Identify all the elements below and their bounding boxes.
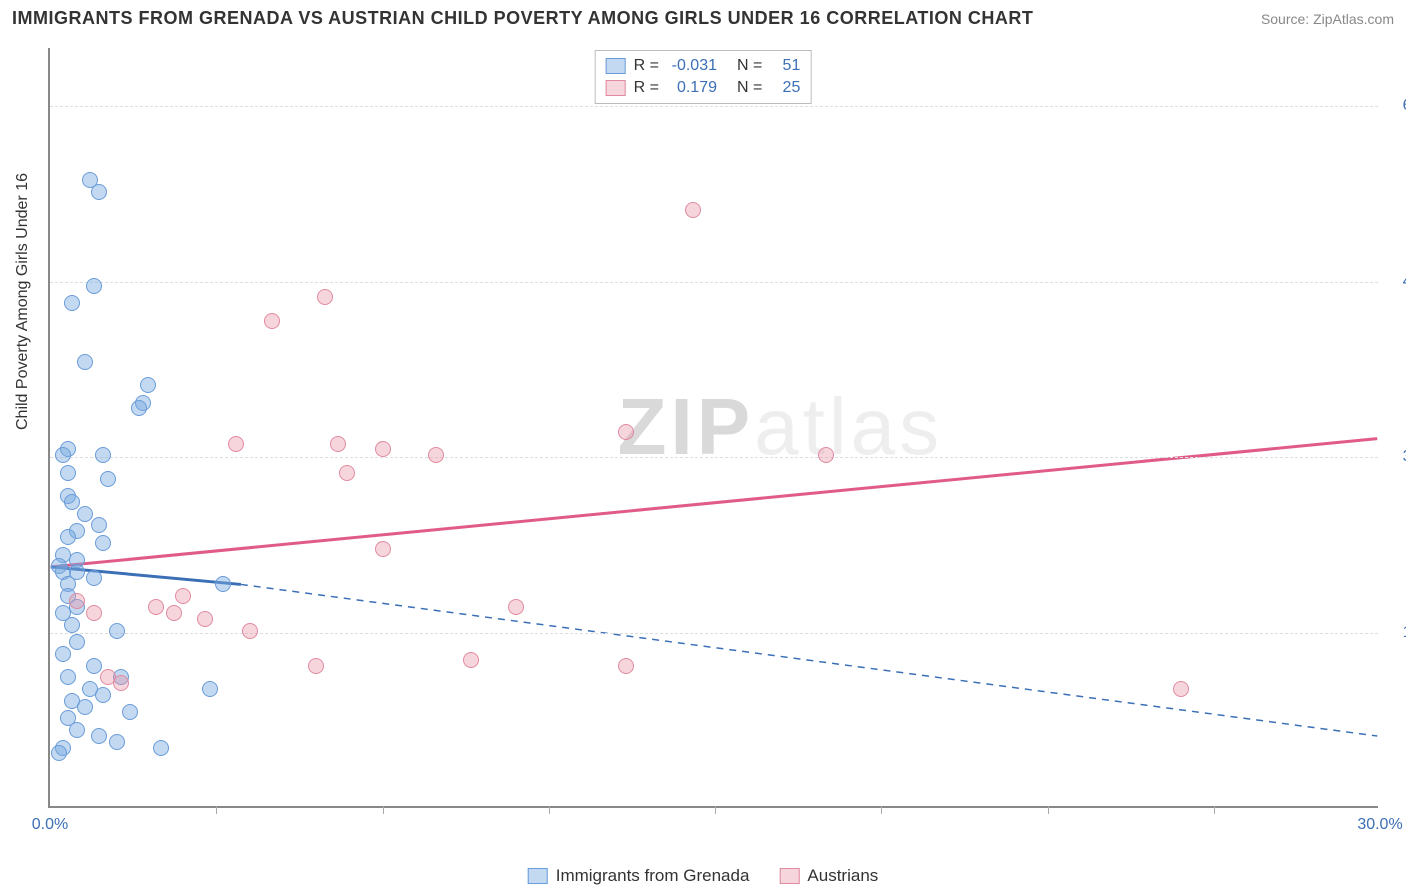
x-tick-mark <box>881 806 882 814</box>
series-a-point <box>64 494 80 510</box>
series-a-point <box>64 617 80 633</box>
series-b-point <box>197 611 213 627</box>
series-b-point <box>166 605 182 621</box>
x-tick-mark <box>1214 806 1215 814</box>
series-a-point <box>95 535 111 551</box>
watermark: ZIPatlas <box>618 381 943 473</box>
series-a-point <box>86 278 102 294</box>
series-b-point <box>1173 681 1189 697</box>
series-a-point <box>109 623 125 639</box>
series-b-point <box>618 424 634 440</box>
x-tick-mark <box>383 806 384 814</box>
series-b-point <box>86 605 102 621</box>
series-a-point <box>131 400 147 416</box>
series-b-point <box>818 447 834 463</box>
legend-r-label: R = <box>634 55 659 77</box>
series-a-point <box>153 740 169 756</box>
series-b-point <box>375 441 391 457</box>
series-a-point <box>77 506 93 522</box>
legend-row: R = -0.031 N = 51 <box>606 55 801 77</box>
x-tick-mark <box>549 806 550 814</box>
series-a-point <box>55 447 71 463</box>
series-a-point <box>140 377 156 393</box>
series-legend-label: Austrians <box>807 866 878 886</box>
y-axis-label: Child Poverty Among Girls Under 16 <box>14 173 32 430</box>
series-b-point <box>508 599 524 615</box>
gridline <box>50 282 1378 283</box>
series-a-point <box>69 634 85 650</box>
chart-header: IMMIGRANTS FROM GRENADA VS AUSTRIAN CHIL… <box>12 8 1394 29</box>
series-a-point <box>77 699 93 715</box>
series-legend: Immigrants from Grenada Austrians <box>528 866 879 886</box>
scatter-plot: ZIPatlas 15.0%30.0%45.0%60.0%0.0%30.0% <box>48 48 1378 808</box>
x-tick-mark <box>715 806 716 814</box>
series-b-point <box>148 599 164 615</box>
series-b-point <box>317 289 333 305</box>
legend-swatch <box>528 868 548 884</box>
y-tick-label: 15.0% <box>1388 624 1406 642</box>
series-a-point <box>95 687 111 703</box>
series-a-point <box>122 704 138 720</box>
x-tick-mark <box>1048 806 1049 814</box>
series-legend-item: Austrians <box>779 866 878 886</box>
legend-r-value: -0.031 <box>667 55 717 77</box>
series-b-point <box>113 675 129 691</box>
series-a-point <box>60 669 76 685</box>
x-tick-mark <box>216 806 217 814</box>
legend-swatch <box>606 80 626 96</box>
series-a-point <box>77 354 93 370</box>
legend-row: R = 0.179 N = 25 <box>606 77 801 99</box>
legend-swatch <box>779 868 799 884</box>
series-a-point <box>60 529 76 545</box>
legend-n-label: N = <box>737 77 762 99</box>
series-b-point <box>264 313 280 329</box>
correlation-legend: R = -0.031 N = 51 R = 0.179 N = 25 <box>595 50 812 104</box>
series-a-point <box>60 465 76 481</box>
series-a-point <box>91 517 107 533</box>
gridline <box>50 457 1378 458</box>
series-a-point <box>86 570 102 586</box>
x-tick-label: 30.0% <box>1357 816 1402 834</box>
series-b-point <box>175 588 191 604</box>
series-b-point <box>308 658 324 674</box>
series-a-point <box>215 576 231 592</box>
series-a-point <box>55 646 71 662</box>
series-a-point <box>86 658 102 674</box>
legend-swatch <box>606 58 626 74</box>
legend-n-value: 51 <box>770 55 800 77</box>
series-a-point <box>109 734 125 750</box>
series-a-point <box>100 471 116 487</box>
series-b-point <box>685 202 701 218</box>
series-b-point <box>428 447 444 463</box>
series-b-point <box>330 436 346 452</box>
series-b-point <box>242 623 258 639</box>
series-a-point <box>202 681 218 697</box>
legend-r-label: R = <box>634 77 659 99</box>
series-a-point <box>91 184 107 200</box>
legend-r-value: 0.179 <box>667 77 717 99</box>
y-tick-label: 30.0% <box>1388 448 1406 466</box>
y-tick-label: 60.0% <box>1388 97 1406 115</box>
chart-title: IMMIGRANTS FROM GRENADA VS AUSTRIAN CHIL… <box>12 8 1033 29</box>
x-tick-label: 0.0% <box>32 816 68 834</box>
series-a-point <box>91 728 107 744</box>
series-b-point <box>463 652 479 668</box>
series-a-point <box>60 710 76 726</box>
series-b-point <box>375 541 391 557</box>
series-b-point <box>339 465 355 481</box>
series-legend-item: Immigrants from Grenada <box>528 866 750 886</box>
gridline <box>50 106 1378 107</box>
series-a-point <box>51 745 67 761</box>
series-b-point <box>69 593 85 609</box>
series-b-point <box>618 658 634 674</box>
y-tick-label: 45.0% <box>1388 273 1406 291</box>
series-legend-label: Immigrants from Grenada <box>556 866 750 886</box>
series-a-point <box>95 447 111 463</box>
legend-n-value: 25 <box>770 77 800 99</box>
series-b-point <box>228 436 244 452</box>
chart-source: Source: ZipAtlas.com <box>1261 11 1394 27</box>
legend-n-label: N = <box>737 55 762 77</box>
series-a-point <box>64 295 80 311</box>
